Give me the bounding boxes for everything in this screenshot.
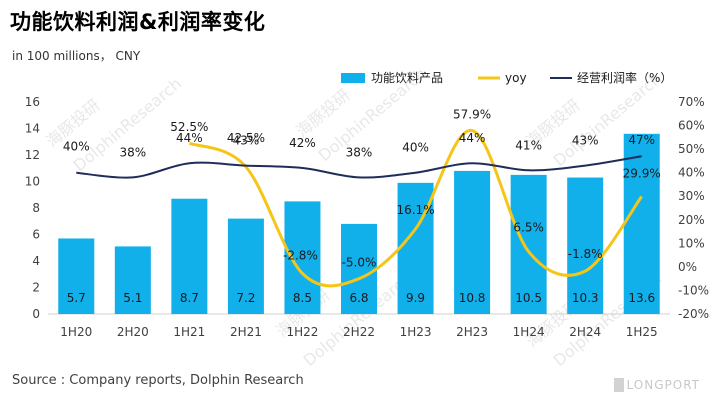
yoy-series-line: [188, 129, 643, 288]
x-tick-label: 2H24: [569, 325, 601, 339]
x-tick-label: 2H23: [456, 325, 488, 339]
yoy-data-label: 57.9%: [453, 108, 491, 122]
margin-data-label: 38%: [119, 145, 146, 159]
margin-data-label: 40%: [63, 140, 90, 154]
y-right-tick-label: 50%: [678, 142, 705, 156]
bar: [114, 246, 151, 314]
y-left-tick-label: 12: [25, 148, 40, 162]
y-left-tick-label: 10: [25, 175, 40, 189]
y-right-tick-label: 30%: [678, 189, 705, 203]
margin-data-label: 38%: [346, 145, 373, 159]
x-tick-label: 2H20: [117, 325, 149, 339]
x-tick-label: 1H24: [513, 325, 545, 339]
bar-value-label: 9.9: [406, 291, 425, 305]
y-left-tick-label: 8: [32, 201, 40, 215]
yoy-data-label: -1.8%: [568, 247, 603, 261]
bar: [341, 223, 377, 314]
bar: [227, 218, 264, 314]
x-tick-label: 2H21: [230, 325, 262, 339]
brand-logo: LONGPORT: [626, 378, 700, 392]
yoy-data-label: 52.5%: [170, 120, 208, 134]
y-right-tick-label: 0%: [678, 260, 697, 274]
yoy-data-label: 29.9%: [623, 166, 661, 180]
yoy-data-label: 6.5%: [513, 221, 544, 235]
legend-label-bar: 功能饮料产品: [371, 71, 443, 85]
bar: [454, 170, 491, 314]
y-right-tick-label: -10%: [678, 283, 709, 297]
x-tick-label: 1H25: [626, 325, 658, 339]
y-left-tick-label: 14: [25, 122, 40, 136]
bar: [623, 133, 660, 314]
margin-data-label: 44%: [176, 131, 203, 145]
legend-label-margin: 经营利润率（%）: [577, 70, 672, 85]
bar-value-label: 10.8: [459, 291, 486, 305]
x-tick-label: 1H22: [286, 325, 318, 339]
yoy-data-label: 42.5%: [227, 131, 265, 145]
y-left-tick-label: 0: [32, 307, 40, 321]
margin-data-label: 41%: [515, 138, 542, 152]
bar-value-label: 6.8: [349, 291, 368, 305]
bar-value-label: 5.1: [123, 291, 142, 305]
margin-data-label: 44%: [459, 131, 486, 145]
longport-logo-icon: [614, 378, 624, 392]
bar-value-label: 8.7: [180, 291, 199, 305]
yoy-data-label: 16.1%: [396, 203, 434, 217]
margin-data-label: 43%: [233, 134, 260, 148]
y-right-tick-label: 20%: [678, 213, 705, 227]
bar-value-label: 13.6: [628, 291, 655, 305]
bar: [567, 177, 604, 314]
bar: [510, 174, 547, 314]
y-left-tick-label: 4: [32, 254, 40, 268]
x-tick-label: 1H20: [60, 325, 92, 339]
bar: [58, 238, 95, 314]
y-right-tick-label: 40%: [678, 166, 705, 180]
y-right-tick-label: -20%: [678, 307, 709, 321]
margin-series-line: [76, 155, 642, 179]
y-left-tick-label: 16: [25, 95, 40, 109]
bar-value-label: 10.3: [572, 291, 599, 305]
yoy-data-label: -5.0%: [342, 256, 377, 270]
y-left-tick-label: 6: [32, 228, 40, 242]
bar-value-label: 10.5: [515, 291, 542, 305]
legend-swatch-bar: [341, 73, 365, 83]
bar-value-label: 8.5: [293, 291, 312, 305]
bar-value-label: 7.2: [236, 291, 255, 305]
unit-label: in 100 millions， CNY: [12, 49, 141, 63]
x-tick-label: 2H22: [343, 325, 375, 339]
x-tick-label: 1H21: [173, 325, 205, 339]
y-right-tick-label: 70%: [678, 95, 705, 109]
y-left-tick-label: 2: [32, 281, 40, 295]
yoy-data-label: -2.8%: [283, 248, 318, 262]
y-right-tick-label: 60%: [678, 119, 705, 133]
margin-data-label: 40%: [402, 141, 429, 155]
bar: [171, 198, 208, 314]
chart-title: 功能饮料利润&利润率变化: [10, 10, 266, 34]
y-right-tick-label: 10%: [678, 236, 705, 250]
margin-data-label: 43%: [572, 134, 599, 148]
x-tick-label: 1H23: [400, 325, 432, 339]
legend-label-yoy: yoy: [505, 71, 527, 85]
margin-data-label: 42%: [289, 136, 316, 150]
source-note: Source : Company reports, Dolphin Resear…: [12, 373, 304, 388]
bar-value-label: 5.7: [67, 291, 86, 305]
margin-data-label: 47%: [628, 133, 655, 147]
